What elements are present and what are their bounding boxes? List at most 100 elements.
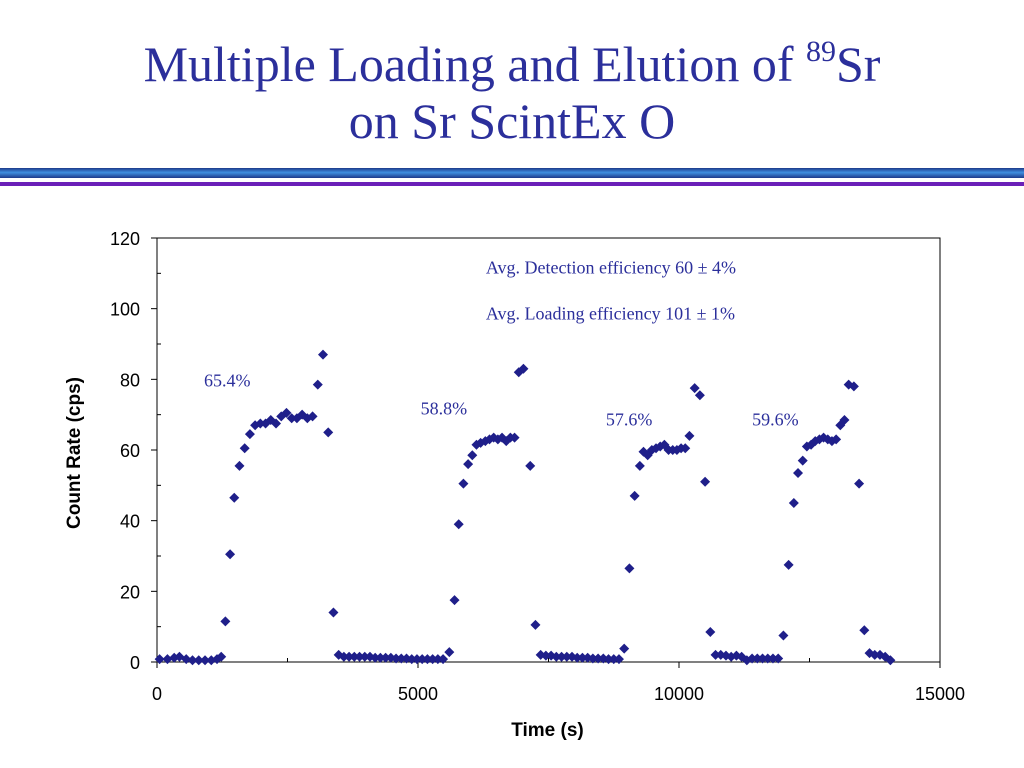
header-divider-purple: [0, 182, 1024, 186]
data-point: [848, 381, 859, 392]
data-point: [312, 379, 323, 390]
data-point: [783, 559, 794, 570]
data-point: [869, 649, 880, 660]
y-tick-label: 120: [110, 229, 140, 249]
x-tick-label: 5000: [398, 684, 438, 704]
data-point: [380, 652, 391, 663]
data-point: [778, 630, 789, 641]
data-point: [154, 654, 165, 665]
data-point: [187, 655, 198, 666]
data-point: [700, 476, 711, 487]
data-point: [752, 653, 763, 664]
chart-annotation: 59.6%: [752, 409, 799, 429]
x-tick-label: 0: [152, 684, 162, 704]
data-point: [705, 626, 716, 637]
title-superscript: 89: [805, 35, 836, 68]
data-point: [281, 407, 292, 418]
data-point: [234, 460, 245, 471]
data-point: [518, 363, 529, 374]
data-point: [634, 460, 645, 471]
data-point: [422, 654, 433, 665]
x-tick-label: 10000: [654, 684, 704, 704]
data-point: [797, 455, 808, 466]
data-point: [225, 549, 236, 560]
data-point: [773, 653, 784, 664]
data-point: [432, 654, 443, 665]
chart-annotation: Avg. Detection efficiency 60 ± 4%: [486, 257, 736, 277]
data-point: [193, 655, 204, 666]
title-line1-suffix: Sr: [835, 36, 881, 92]
data-point: [572, 652, 583, 663]
data-point: [323, 427, 334, 438]
data-point: [344, 651, 355, 662]
y-tick-label: 20: [120, 582, 140, 602]
data-point: [444, 647, 455, 658]
data-point: [509, 432, 520, 443]
data-point: [200, 655, 211, 666]
data-point: [593, 653, 604, 664]
x-axis-label: Time (s): [511, 720, 584, 741]
data-point: [458, 478, 469, 489]
data-point: [239, 443, 250, 454]
data-point: [603, 654, 614, 665]
data-point: [271, 418, 282, 429]
plot-area-frame: [156, 237, 941, 663]
y-tick-label: 0: [130, 653, 140, 673]
data-point: [307, 411, 318, 422]
data-point: [255, 418, 266, 429]
data-point: [162, 654, 173, 665]
header-divider-blue: [0, 168, 1024, 178]
data-point: [680, 443, 691, 454]
data-point: [317, 349, 328, 360]
data-point: [629, 490, 640, 501]
data-point: [556, 651, 567, 662]
data-point: [229, 492, 240, 503]
slide-title: Multiple Loading and Elution of 89Sr on …: [0, 36, 1024, 150]
data-point: [608, 654, 619, 665]
data-point: [551, 651, 562, 662]
data-point: [788, 498, 799, 508]
data-point: [359, 651, 370, 662]
data-point: [793, 467, 804, 478]
data-point: [338, 651, 349, 662]
data-point: [438, 654, 449, 665]
title-line2-text: on Sr ScintEx O: [348, 93, 676, 149]
y-tick-label: 80: [120, 370, 140, 390]
data-point: [181, 654, 192, 665]
data-point: [375, 652, 386, 663]
data-point: [449, 595, 460, 606]
data-point: [762, 653, 773, 664]
data-point: [684, 430, 695, 441]
data-point: [220, 616, 231, 627]
data-point: [427, 654, 438, 665]
data-point: [530, 619, 541, 630]
y-tick-label: 60: [120, 441, 140, 461]
data-point: [831, 434, 842, 445]
data-point: [411, 654, 422, 665]
data-point: [859, 625, 870, 636]
data-point: [467, 450, 478, 461]
data-point: [540, 650, 551, 661]
data-point: [613, 654, 624, 665]
data-point: [354, 651, 365, 662]
title-line1-text: Multiple Loading and Elution of: [143, 36, 806, 92]
data-point: [885, 655, 896, 666]
data-point: [839, 414, 850, 425]
data-point: [216, 651, 227, 662]
data-point: [624, 563, 635, 574]
x-tick-label: 15000: [915, 684, 965, 704]
data-point: [525, 460, 536, 471]
data-point: [370, 652, 381, 663]
y-tick-label: 40: [120, 512, 140, 532]
data-point: [619, 643, 630, 654]
chart-annotation: 58.8%: [421, 399, 468, 419]
data-point: [757, 653, 768, 664]
data-point: [417, 654, 428, 665]
data-point: [854, 478, 865, 489]
y-tick-label: 100: [110, 300, 140, 320]
data-point: [286, 413, 297, 424]
data-point: [349, 651, 360, 662]
data-point: [406, 654, 417, 665]
data-point: [694, 390, 705, 401]
